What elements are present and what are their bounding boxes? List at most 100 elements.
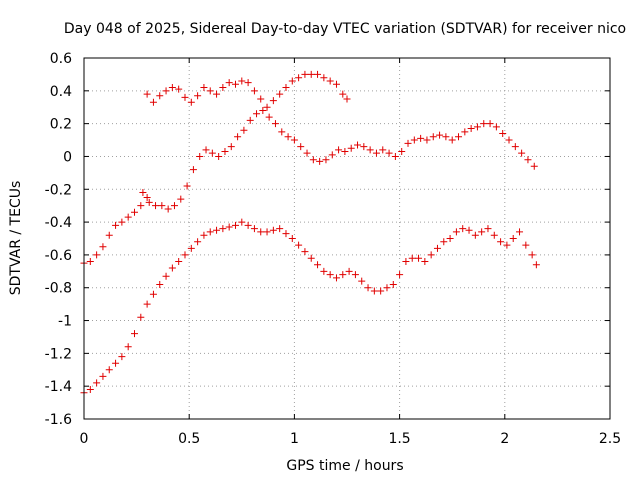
data-point [358, 277, 366, 285]
x-tick-label: 2.5 [599, 431, 621, 447]
data-point [404, 139, 412, 147]
data-point [263, 228, 271, 236]
data-point [465, 226, 473, 234]
data-point [156, 280, 164, 288]
data-point [383, 284, 391, 292]
data-point [181, 93, 189, 101]
data-point [396, 271, 404, 279]
data-point [189, 166, 197, 174]
data-point [326, 271, 334, 279]
data-point [421, 257, 429, 265]
y-tick-label: -0.2 [45, 182, 72, 198]
data-point [168, 264, 176, 272]
data-point [118, 353, 126, 361]
data-point [200, 231, 208, 239]
data-point [158, 202, 166, 210]
y-tick-label: 0 [63, 149, 72, 165]
data-point [398, 148, 406, 156]
data-point [194, 92, 202, 100]
data-point [288, 235, 296, 242]
data-point [530, 162, 538, 170]
data-point [124, 213, 132, 221]
data-point [194, 238, 202, 246]
data-point [290, 136, 298, 144]
y-tick-label: 0.2 [50, 117, 72, 133]
data-point [301, 248, 309, 256]
data-point [328, 151, 336, 159]
data-point [137, 313, 145, 321]
data-point [187, 98, 195, 106]
data-point [339, 271, 347, 279]
data-point [341, 148, 349, 156]
data-point [314, 70, 322, 78]
data-point [408, 254, 416, 262]
data-point [250, 87, 258, 95]
data-point [335, 146, 343, 154]
data-point [105, 231, 113, 239]
data-point [152, 202, 160, 210]
data-point [492, 123, 500, 131]
y-tick-label: -0.6 [45, 248, 72, 264]
data-point [99, 243, 107, 251]
data-point [183, 182, 191, 190]
data-point [246, 116, 254, 124]
y-tick-label: -0.4 [45, 215, 72, 231]
data-point [316, 157, 324, 165]
data-point [259, 107, 267, 115]
data-point [86, 385, 94, 393]
data-points [80, 70, 540, 397]
data-point [427, 251, 435, 259]
data-point [227, 143, 235, 151]
data-point [307, 70, 315, 78]
chart-title: Day 048 of 2025, Sidereal Day-to-day VTE… [64, 21, 626, 37]
data-point [366, 146, 374, 154]
data-point [200, 84, 208, 92]
data-point [484, 225, 492, 233]
data-point [307, 254, 315, 262]
data-point [118, 218, 126, 226]
x-tick-label: 2 [500, 431, 509, 447]
data-point [297, 143, 305, 151]
data-point [181, 251, 189, 259]
data-point [284, 133, 292, 141]
data-point [276, 225, 284, 233]
data-point [213, 226, 221, 234]
data-point [417, 134, 425, 142]
data-point [143, 193, 151, 201]
data-point [149, 98, 157, 106]
data-point [480, 120, 488, 128]
data-point [320, 267, 328, 275]
data-point [215, 152, 223, 160]
data-point [282, 84, 290, 92]
data-point [455, 133, 463, 141]
data-point [168, 84, 176, 92]
data-point [440, 238, 448, 246]
data-point [309, 156, 317, 164]
y-tick-label: -1.2 [45, 346, 72, 362]
data-point [162, 87, 170, 95]
data-point [269, 226, 277, 234]
data-point [343, 95, 351, 103]
data-point [202, 146, 210, 154]
data-point [269, 97, 277, 105]
data-point [446, 235, 454, 242]
data-point [288, 77, 296, 85]
data-point [332, 80, 340, 88]
data-point [497, 238, 505, 246]
data-point [345, 267, 353, 275]
data-point [99, 372, 107, 380]
x-tick-label: 0.5 [178, 431, 200, 447]
data-point [429, 133, 437, 141]
data-point [518, 149, 526, 157]
data-point [499, 129, 507, 137]
data-point [221, 148, 229, 156]
x-tick-label: 1 [290, 431, 299, 447]
data-point [339, 90, 347, 98]
data-point [219, 225, 227, 233]
data-point [436, 131, 444, 139]
data-point [213, 90, 221, 98]
data-point [93, 379, 101, 387]
x-tick-label: 0 [80, 431, 89, 447]
data-point [391, 152, 399, 160]
